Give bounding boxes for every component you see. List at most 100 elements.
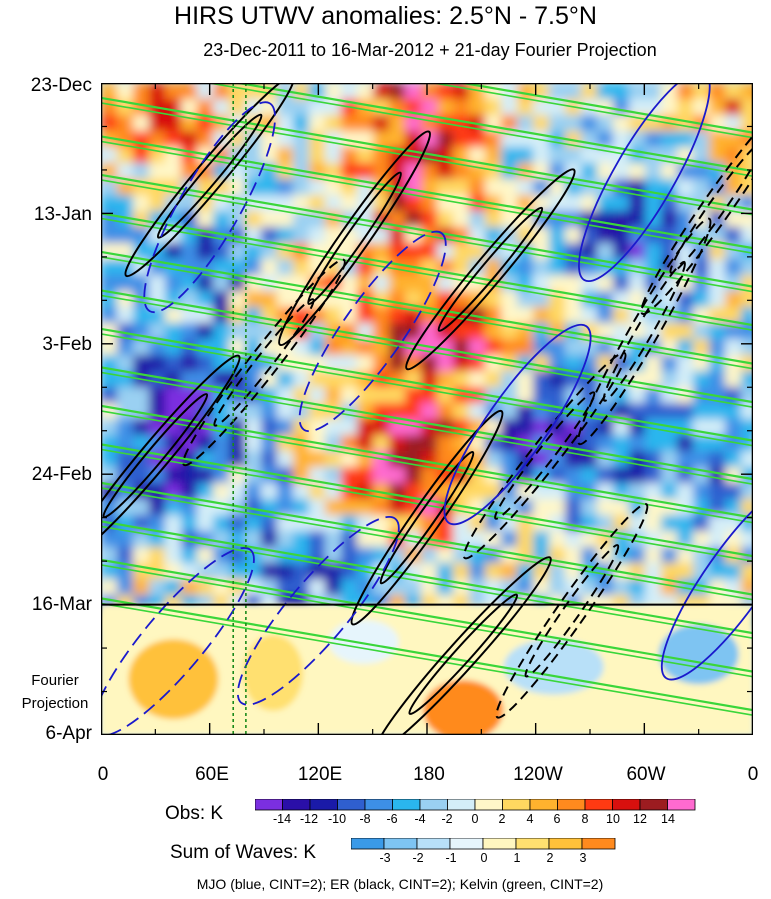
heatmap-cell [325,499,343,517]
heatmap-cell [565,227,583,245]
heatmap-cell [261,515,279,533]
heatmap-cell [693,403,711,421]
kelvin-contour [101,602,753,716]
heatmap-cell [165,243,183,261]
heatmap-cell [389,147,407,165]
heatmap-cell [197,211,215,229]
colorbar-swatch [419,799,448,811]
colorbar-swatch [449,838,484,850]
heatmap-cell [421,211,439,229]
heatmap-cell [485,259,503,277]
waves-colorbar [351,838,616,850]
kelvin-contour [101,525,753,639]
heatmap-cell [517,179,535,197]
heatmap-cell [341,387,359,405]
heatmap-cell [597,259,615,277]
heatmap-cell [613,115,631,133]
kelvin-contour [101,256,753,370]
heatmap-cell [661,275,679,293]
kelvin-contour [101,371,753,485]
heatmap-cell [357,307,375,325]
heatmap-cell [165,131,183,149]
heatmap-cell [229,323,247,341]
heatmap-cell [469,403,487,421]
heatmap-cell [373,355,391,373]
heatmap-cell [309,451,327,469]
kelvin-contour [101,250,753,365]
heatmap-cell [229,563,247,581]
heatmap-cell [341,163,359,181]
heatmap-cell [613,83,631,101]
heatmap-cell [533,163,551,181]
heatmap-cell [293,291,311,309]
heatmap-cell [677,515,695,533]
heatmap-cell [677,547,695,565]
heatmap-cell [245,563,263,581]
heatmap-cell [357,83,375,101]
heatmap-cell [101,579,119,597]
heatmap-cell [149,515,167,533]
heatmap-cell [261,403,279,421]
heatmap-cell [229,243,247,261]
heatmap-cell [165,387,183,405]
heatmap-cell [501,243,519,261]
heatmap-cell [677,115,695,133]
heatmap-cell [677,403,695,421]
heatmap-cell [245,195,263,213]
y-tick-label: 6-Apr [45,723,92,744]
heatmap-cell [517,323,535,341]
heatmap-cell [405,387,423,405]
heatmap-cell [421,323,439,341]
heatmap-cell [453,243,471,261]
heatmap-cell [213,99,231,117]
heatmap-cell [245,371,263,389]
colorbar-swatch [515,838,550,850]
heatmap-cell [165,339,183,357]
heatmap-cell [165,99,183,117]
heatmap-cell [565,531,583,549]
heatmap-cell [661,99,679,117]
heatmap-cell [245,323,263,341]
heatmap-cell [437,243,455,261]
heatmap-cell [597,195,615,213]
heatmap-cell [133,131,151,149]
heatmap-cell [341,419,359,437]
kelvin-contour [232,83,753,173]
heatmap-cell [341,531,359,549]
heatmap-cell [677,323,695,341]
heatmap-cell [117,179,135,197]
heatmap-cell [389,243,407,261]
heatmap-cell [517,371,535,389]
colorbar-swatch [416,838,451,850]
heatmap-cell [341,83,359,101]
heatmap-cell [405,131,423,149]
colorbar-swatch [337,799,366,811]
heatmap-cell [581,547,599,565]
heatmap-cell [149,323,167,341]
heatmap-cell [741,323,753,341]
heatmap-cell [197,467,215,485]
heatmap-cell [117,355,135,373]
heatmap-cell [405,403,423,421]
heatmap-cell [437,323,455,341]
heatmap-cell [677,451,695,469]
heatmap-cell [677,435,695,453]
heatmap-cell [293,99,311,117]
heatmap-cell [677,211,695,229]
heatmap-cell [117,307,135,325]
heatmap-cell [389,355,407,373]
heatmap-cell [677,563,695,581]
heatmap-cell [245,403,263,421]
kelvin-contour [101,558,753,673]
er-contour [379,450,475,585]
heatmap-cell [229,179,247,197]
heatmap-cell [453,147,471,165]
heatmap-cell [709,131,727,149]
er-contour [156,113,263,239]
heatmap-cell [325,99,343,117]
heatmap-cell [565,147,583,165]
heatmap-cell [549,371,567,389]
heatmap-cell [261,307,279,325]
colorbar-swatch [351,838,385,850]
heatmap-cell [501,211,519,229]
